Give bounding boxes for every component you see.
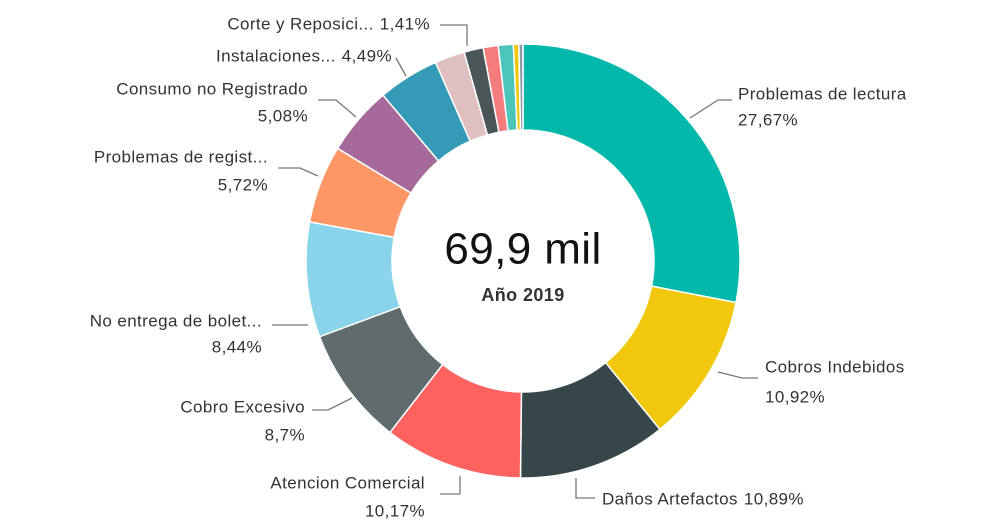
category-label: Problemas de lectura [738, 84, 907, 103]
value-label: 10,89% [744, 489, 804, 508]
leader-line [717, 371, 758, 379]
category-label: Instalaciones... [216, 46, 336, 65]
leader-line [278, 167, 319, 177]
category-label: Problemas de regist... [94, 147, 268, 166]
value-label: 5,72% [218, 175, 268, 194]
value-label: 5,08% [258, 106, 308, 125]
value-label: 10,92% [765, 387, 825, 406]
category-label: No entrega de bolet... [90, 311, 262, 330]
value-label: 8,7% [265, 425, 305, 444]
leader-line [575, 478, 595, 499]
center-value: 69,9 mil [444, 225, 601, 274]
value-label: 1,41% [380, 14, 430, 33]
leader-line [395, 57, 407, 77]
category-label: Daños Artefactos [602, 489, 738, 508]
slice [518, 43, 524, 131]
value-label: 4,49% [342, 46, 392, 65]
category-label: Cobro Excesivo [180, 397, 305, 416]
category-label: Corte y Reposici... [227, 14, 373, 33]
value-label: 8,44% [212, 337, 262, 356]
value-label: 10,17% [365, 501, 425, 520]
leader-line [312, 397, 353, 411]
category-label: Cobros Indebidos [765, 357, 905, 376]
value-label: 27,67% [738, 110, 798, 129]
category-label: Atencion Comercial [270, 473, 425, 492]
leader-line [318, 99, 357, 118]
slices [305, 43, 741, 479]
slice [522, 43, 741, 304]
leader-line [440, 24, 468, 46]
category-label: Consumo no Registrado [116, 79, 308, 98]
center-subtitle: Año 2019 [481, 285, 564, 305]
leader-line [689, 99, 732, 119]
leader-line [440, 476, 461, 495]
